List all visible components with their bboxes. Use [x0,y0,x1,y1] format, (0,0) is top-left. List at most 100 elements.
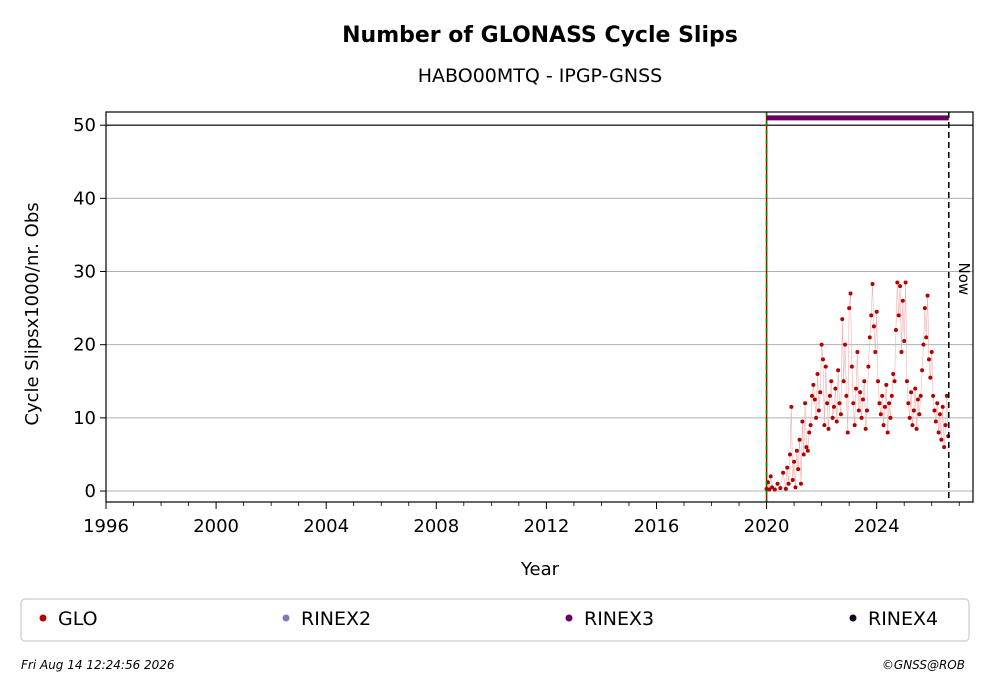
glo-point-49 [838,412,843,417]
glo-point-50 [840,317,845,322]
legend-marker-glo [39,614,47,622]
x-tick-label-0: 1996 [83,516,129,537]
glo-point-21 [800,419,805,424]
glo-point-34 [818,390,823,395]
legend: GLO RINEX2 RINEX3 RINEX4 [20,598,970,642]
glo-point-16 [793,485,798,490]
legend-label-rinex2: RINEX2 [301,608,371,630]
glo-point-25 [805,448,810,453]
glo-point-13 [789,404,794,409]
glo-point-104 [914,426,919,431]
x-tick-label-4: 2012 [523,516,569,537]
glo-point-97 [904,379,909,384]
y-tick-label-4: 40 [73,188,96,209]
glo-point-84 [887,401,892,406]
glo-point-52 [843,342,848,347]
glo-point-65 [860,397,865,402]
glo-point-87 [891,371,896,376]
legend-label-rinex4: RINEX4 [868,608,938,630]
glo-point-72 [870,281,875,286]
glo-point-7 [778,486,783,491]
glo-point-73 [871,324,876,329]
glo-point-79 [880,393,885,398]
glo-point-71 [869,313,874,318]
glo-point-81 [882,404,887,409]
glo-point-62 [856,408,861,413]
glo-point-125 [943,423,948,428]
glo-point-23 [803,401,808,406]
glo-point-38 [823,364,828,369]
chart-title: Number of GLONASS Cycle Slips [342,23,738,48]
glo-point-2 [767,487,772,492]
glo-point-43 [830,415,835,420]
glo-point-66 [862,379,867,384]
glo-point-45 [833,386,838,391]
data-layer [764,280,951,492]
reference-lines [106,112,973,502]
glo-point-85 [888,415,893,420]
glo-point-119 [935,401,940,406]
glo-point-24 [804,445,809,450]
glo-point-83 [885,430,890,435]
y-axis-label: Cycle Slipsx1000/nr. Obs [22,202,43,425]
glo-point-64 [859,415,864,420]
x-tick-label-7: 2024 [854,516,900,537]
y-tick-label-1: 10 [73,408,96,429]
glo-point-105 [915,397,920,402]
y-tick-label-3: 30 [73,262,96,283]
glo-point-46 [834,419,839,424]
legend-marker-rinex3 [565,614,573,622]
glo-point-44 [832,404,837,409]
x-tick-label-1: 2000 [193,516,239,537]
glo-point-28 [809,393,814,398]
glo-point-58 [851,401,856,406]
glo-point-80 [881,423,886,428]
glo-point-111 [924,335,929,340]
glo-point-57 [849,364,854,369]
legend-label-glo: GLO [58,608,98,630]
tick-layer: 0 10 20 30 40 50 1996 2000 2004 2008 2012 2016 2020 2… [73,115,960,537]
glo-point-26 [807,430,812,435]
glo-point-113 [926,357,931,362]
footer-credit: ©GNSS@ROB [881,658,965,672]
glo-point-117 [932,408,937,413]
legend-marker-rinex2 [282,614,290,622]
y-tick-label-2: 20 [73,335,96,356]
glo-point-40 [826,426,831,431]
glo-point-68 [865,408,870,413]
glo-point-102 [911,408,916,413]
glo-point-98 [906,401,911,406]
glo-point-93 [899,350,904,354]
footer-timestamp: Fri Aug 14 12:24:56 2026 [21,658,175,672]
x-tick-label-6: 2020 [744,516,790,537]
chart-subtitle: HABO00MTQ - IPGP-GNSS [418,65,662,87]
glo-point-77 [877,401,882,406]
glo-point-75 [874,309,879,314]
cycle-slips-chart: Number of GLONASS Cycle Slips HABO00MTQ … [20,23,974,642]
glo-point-92 [898,284,903,289]
glo-point-101 [910,423,915,428]
glo-point-94 [900,298,905,303]
glo-point-12 [787,452,792,457]
x-axis-label: Year [520,559,560,580]
glo-point-53 [844,393,849,398]
glo-point-29 [811,382,816,387]
glo-point-74 [873,350,878,354]
y-tick-label-5: 50 [73,115,96,136]
glo-point-3 [768,474,773,479]
glo-point-95 [902,339,907,344]
glo-point-56 [848,291,853,296]
glo-point-109 [921,342,926,347]
plot-frame [105,111,974,503]
now-label: Now [955,262,973,295]
glo-point-112 [925,293,930,298]
glo-point-41 [827,393,832,398]
glo-point-59 [852,423,857,428]
glo-point-32 [815,371,820,376]
glo-point-61 [855,350,860,354]
glo-point-63 [858,390,863,395]
glo-point-78 [878,412,883,417]
glo-point-99 [907,415,912,420]
glo-point-107 [918,393,923,398]
glo-point-35 [819,342,824,347]
